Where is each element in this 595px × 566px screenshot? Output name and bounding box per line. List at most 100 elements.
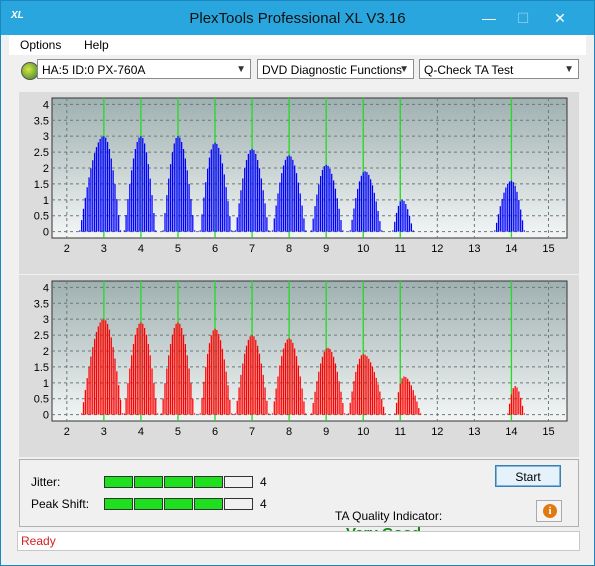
histogram-bar	[151, 195, 153, 232]
start-button[interactable]: Start	[495, 465, 561, 487]
histogram-bar	[366, 172, 368, 232]
histogram-bar	[334, 188, 337, 232]
histogram-bar	[231, 413, 233, 415]
menu-bar: Options Help	[9, 35, 586, 55]
histogram-bar	[512, 182, 514, 232]
histogram-bar	[260, 363, 262, 415]
histogram-bar	[370, 179, 372, 232]
histogram-bar	[251, 148, 253, 232]
histogram-bar	[503, 192, 505, 232]
histogram-bar	[84, 197, 86, 232]
histogram-bar	[257, 345, 259, 415]
histogram-bar	[375, 377, 377, 415]
y-tick-label: 1	[43, 195, 49, 207]
histogram-bar	[325, 164, 327, 232]
histogram-bar	[499, 206, 501, 232]
meter-segment	[224, 498, 253, 510]
menu-options[interactable]: Options	[20, 38, 62, 52]
minimize-button[interactable]: —	[482, 10, 496, 26]
histogram-bar	[299, 193, 301, 232]
histogram-bar	[314, 206, 316, 232]
y-tick-label: 1.5	[34, 362, 49, 374]
x-tick-label: 6	[212, 426, 218, 438]
menu-help[interactable]: Help	[84, 38, 109, 52]
histogram-bar	[188, 183, 190, 232]
histogram-bar	[273, 401, 275, 415]
histogram-bar	[190, 383, 192, 415]
test-select[interactable]: Q-Check TA Test ▼	[419, 59, 579, 79]
x-tick-label: 11	[395, 243, 406, 255]
histogram-bar	[147, 164, 149, 232]
info-button[interactable]: i	[536, 500, 562, 522]
histogram-bar	[279, 365, 281, 415]
y-tick-label: 2.5	[34, 147, 49, 159]
histogram-bar	[405, 377, 407, 415]
histogram-bar	[155, 230, 157, 232]
histogram-bar	[169, 343, 172, 415]
histogram-bar	[244, 353, 246, 415]
histogram-bar	[179, 137, 181, 232]
histogram-bar	[194, 230, 196, 232]
histogram-bar	[401, 199, 403, 232]
histogram-bar	[219, 340, 222, 415]
histogram-bar	[288, 338, 290, 415]
histogram-bar	[223, 359, 225, 415]
x-tick-label: 8	[286, 243, 292, 255]
y-tick-label: 2	[43, 346, 49, 358]
histogram-bar	[214, 328, 216, 415]
drive-select[interactable]: HA:5 ID:0 PX-760A ▼	[37, 59, 251, 79]
jitter-value: 4	[260, 475, 267, 489]
histogram-bar	[271, 413, 274, 415]
histogram-bar	[218, 147, 220, 232]
histogram-bar	[381, 230, 383, 232]
histogram-bar	[318, 184, 320, 232]
histogram-bar	[181, 141, 183, 232]
histogram-bar	[214, 142, 216, 232]
histogram-bar	[329, 348, 331, 415]
histogram-bar	[342, 403, 344, 415]
status-bar: Ready	[17, 531, 580, 551]
histogram-bar	[123, 413, 125, 415]
histogram-bar	[169, 164, 172, 232]
histogram-bar	[501, 198, 503, 232]
histogram-bar	[92, 160, 94, 232]
histogram-bar	[95, 147, 98, 232]
groove-chart: 2 3 4 5 6 7 8 9 10 11 12 13 14 15 0 0.5 1 1.5 2 2.5 3 3.5 4	[19, 275, 579, 457]
histogram-bar	[358, 358, 361, 415]
x-tick-label: 15	[542, 243, 554, 255]
close-button[interactable]: ✕	[554, 10, 566, 26]
function-select[interactable]: DVD Diagnostic Functions ▼	[257, 59, 414, 79]
histogram-bar	[412, 390, 414, 415]
histogram-bar	[360, 355, 362, 415]
histogram-bar	[223, 174, 225, 232]
histogram-bar	[199, 413, 201, 415]
histogram-bar	[407, 378, 409, 415]
histogram-bar	[194, 413, 196, 415]
histogram-bar	[138, 137, 140, 232]
histogram-bar	[362, 172, 364, 232]
histogram-bar	[319, 176, 322, 232]
y-tick-label: 4	[43, 99, 49, 111]
histogram-bar	[255, 153, 257, 232]
drive-select-value: HA:5 ID:0 PX-760A	[42, 63, 146, 77]
histogram-bar	[142, 323, 144, 415]
meter-segment	[164, 476, 193, 488]
chevron-down-icon: ▼	[399, 64, 409, 75]
histogram-bar	[125, 215, 127, 232]
histogram-bar	[353, 208, 355, 232]
histogram-bar	[344, 413, 346, 415]
histogram-bar	[132, 343, 135, 415]
histogram-bar	[175, 138, 177, 232]
histogram-bar	[171, 152, 174, 232]
histogram-bar	[208, 343, 211, 415]
histogram-bar	[416, 401, 418, 415]
maximize-button[interactable]: ☐	[516, 10, 530, 26]
histogram-bar	[321, 356, 324, 415]
jitter-label: Jitter:	[31, 475, 61, 489]
histogram-bar	[143, 327, 146, 415]
histogram-bar	[156, 413, 159, 415]
histogram-bar	[310, 413, 312, 415]
histogram-bar	[351, 219, 353, 232]
histogram-bar	[168, 178, 170, 232]
